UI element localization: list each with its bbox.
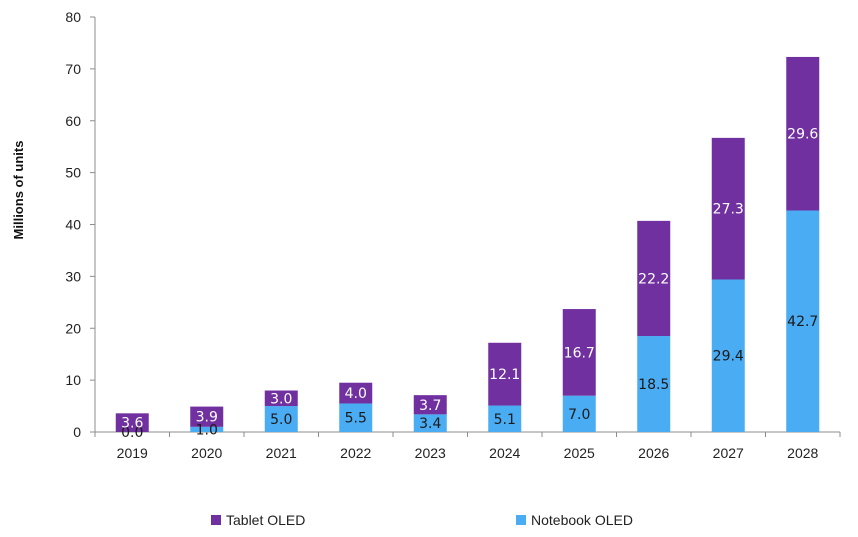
bar-notebook bbox=[786, 210, 820, 432]
legend-item-notebook: Notebook OLED bbox=[516, 512, 633, 528]
y-tick-label: 60 bbox=[65, 113, 81, 129]
data-label-tablet: 3.0 bbox=[270, 391, 292, 407]
data-label-tablet: 3.9 bbox=[196, 410, 218, 426]
legend-label-tablet: Tablet OLED bbox=[226, 512, 306, 528]
bar-tablet bbox=[339, 382, 373, 404]
x-tick-label: 2025 bbox=[564, 445, 595, 461]
x-tick-label: 2027 bbox=[713, 445, 744, 461]
y-tick-label: 50 bbox=[65, 165, 81, 181]
y-tick-label: 20 bbox=[65, 320, 81, 336]
bar-notebook bbox=[488, 405, 522, 432]
legend-label-notebook: Notebook OLED bbox=[531, 512, 633, 528]
x-tick-label: 2019 bbox=[117, 445, 148, 461]
y-tick-label: 30 bbox=[65, 268, 81, 284]
data-label-tablet: 12.1 bbox=[489, 367, 520, 383]
x-tick-label: 2026 bbox=[638, 445, 669, 461]
data-label-notebook: 5.1 bbox=[494, 412, 516, 428]
data-label-tablet: 3.6 bbox=[121, 416, 143, 432]
bar-notebook bbox=[339, 403, 373, 432]
data-label-notebook: 7.0 bbox=[568, 407, 590, 423]
data-label-notebook: 29.4 bbox=[713, 349, 744, 365]
legend-swatch-tablet bbox=[211, 515, 221, 525]
data-label-notebook: 1.0 bbox=[196, 422, 218, 438]
y-axis-title: Millions of units bbox=[11, 141, 26, 240]
y-tick-label: 0 bbox=[73, 424, 81, 440]
bar-tablet bbox=[637, 220, 671, 337]
bars bbox=[115, 56, 820, 432]
data-label-notebook: 5.5 bbox=[345, 411, 367, 427]
bar-tablet bbox=[786, 56, 820, 211]
bar-tablet bbox=[115, 413, 149, 432]
data-label-tablet: 4.0 bbox=[345, 386, 367, 402]
data-label-tablet: 3.7 bbox=[419, 398, 441, 414]
bar-tablet bbox=[413, 395, 447, 415]
bar-tablet bbox=[711, 137, 745, 280]
data-label-notebook: 5.0 bbox=[270, 412, 292, 428]
bar-tablet bbox=[264, 390, 298, 407]
y-tick-label: 40 bbox=[65, 217, 81, 233]
data-label-notebook: 42.7 bbox=[787, 314, 818, 330]
x-tick-label: 2021 bbox=[266, 445, 297, 461]
legend-item-tablet: Tablet OLED bbox=[211, 512, 305, 528]
data-label-tablet: 29.6 bbox=[787, 127, 818, 143]
bar-notebook bbox=[190, 426, 224, 432]
data-labels: 0.03.6 1.03.9 5.0 3.0 5.5 4.0 3.4 3.7 5.1 12.1 7.0… bbox=[121, 127, 818, 441]
y-axis: 0 10 20 30 40 50 60 70 80 bbox=[65, 9, 96, 440]
x-tick-label: 2028 bbox=[787, 445, 818, 461]
bar-tablet bbox=[562, 309, 596, 396]
data-label-notebook: 3.4 bbox=[419, 416, 441, 432]
y-tick-label: 70 bbox=[65, 61, 81, 77]
data-label-notebook: 18.5 bbox=[638, 377, 669, 393]
data-label-notebook: 0.0 bbox=[121, 425, 143, 441]
x-tick-label: 2023 bbox=[415, 445, 446, 461]
bar-tablet bbox=[488, 342, 522, 406]
legend-swatch-notebook bbox=[516, 515, 526, 525]
x-tick-label: 2020 bbox=[191, 445, 222, 461]
data-label-tablet: 16.7 bbox=[564, 345, 595, 361]
data-label-tablet: 27.3 bbox=[713, 202, 744, 218]
y-tick-label: 10 bbox=[65, 372, 81, 388]
bar-notebook bbox=[413, 414, 447, 432]
x-tick-label: 2024 bbox=[489, 445, 520, 461]
data-label-tablet: 22.2 bbox=[638, 271, 669, 287]
bar-notebook bbox=[711, 279, 745, 432]
y-tick-label: 80 bbox=[65, 9, 81, 25]
bar-notebook bbox=[562, 395, 596, 432]
bar-notebook bbox=[637, 336, 671, 432]
bar-tablet bbox=[190, 406, 224, 427]
bar-notebook bbox=[264, 406, 298, 432]
x-tick-label: 2022 bbox=[340, 445, 371, 461]
